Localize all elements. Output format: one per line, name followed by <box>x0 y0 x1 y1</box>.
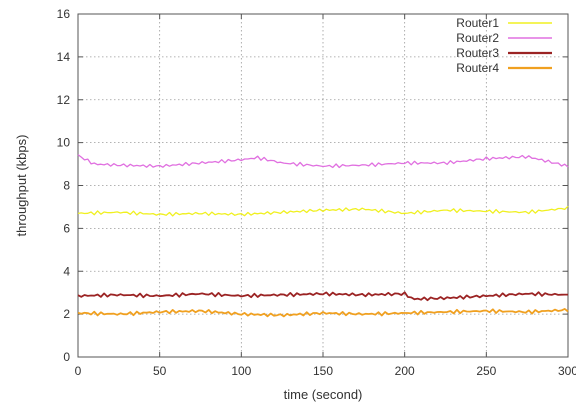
x-tick-label: 50 <box>153 364 167 378</box>
series-line-router4 <box>77 307 569 318</box>
y-axis-label: throughput (kbps) <box>14 135 29 237</box>
y-tick-label: 8 <box>63 179 70 193</box>
y-tick-label: 12 <box>57 93 71 107</box>
grid-lines <box>78 14 568 357</box>
y-axis-ticks: 0 2 4 6 8 10 12 14 16 <box>57 7 568 364</box>
series-line-router2 <box>77 154 569 169</box>
y-tick-label: 4 <box>63 264 70 278</box>
series-lines <box>77 154 569 318</box>
series-line-router3 <box>77 291 568 302</box>
x-axis-ticks: 0 50 100 150 200 250 300 <box>75 14 576 378</box>
x-tick-label: 0 <box>75 364 82 378</box>
y-tick-label: 16 <box>57 7 71 21</box>
x-axis-label: time (second) <box>284 387 363 402</box>
x-tick-label: 250 <box>476 364 496 378</box>
y-tick-label: 0 <box>63 350 70 364</box>
y-tick-label: 2 <box>63 307 70 321</box>
legend-label: Router3 <box>456 46 499 60</box>
legend-label: Router4 <box>456 61 499 75</box>
y-tick-label: 14 <box>57 50 71 64</box>
x-tick-label: 300 <box>558 364 576 378</box>
y-tick-label: 10 <box>57 136 71 150</box>
y-tick-label: 6 <box>63 221 70 235</box>
x-tick-label: 200 <box>395 364 415 378</box>
x-tick-label: 150 <box>313 364 333 378</box>
legend-label: Router2 <box>456 31 499 45</box>
legend-label: Router1 <box>456 16 499 30</box>
series-line-router1 <box>77 205 569 217</box>
x-tick-label: 100 <box>231 364 251 378</box>
